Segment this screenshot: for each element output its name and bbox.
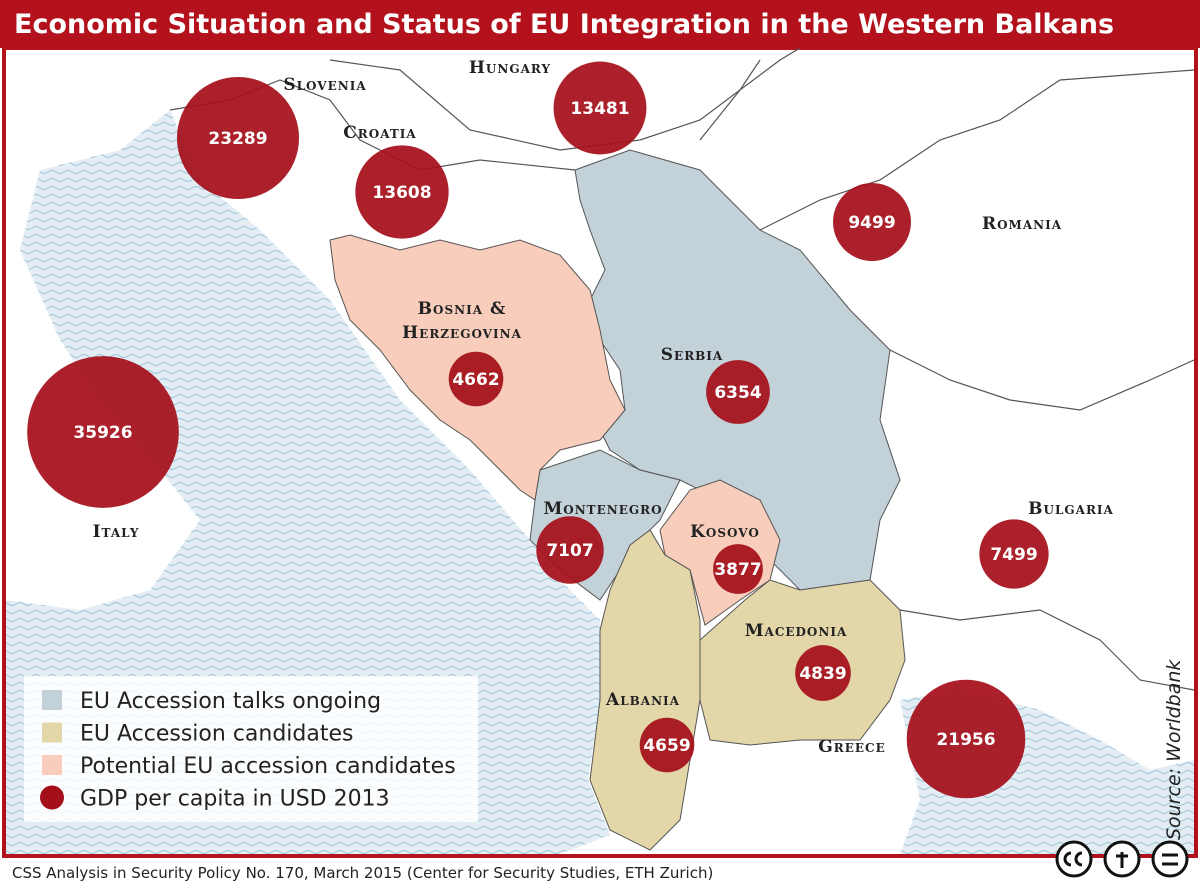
gdp-value: 7107 (546, 541, 593, 561)
title-bar (0, 0, 1200, 48)
adriatic-sea (6, 110, 610, 854)
gdp-value: 4662 (452, 370, 499, 390)
country-name-line: Serbia (661, 345, 723, 365)
country-name-line: Herzegovina (402, 323, 522, 343)
gdp-circle (906, 679, 1026, 799)
gdp-value: 4659 (643, 736, 690, 756)
gdp-circles: 23289 13481 13608 9499 4662 6354 35926 7107 3877… (27, 61, 1049, 799)
cc-icons (1055, 840, 1189, 878)
country-name-line: Romania (982, 214, 1062, 234)
legend: EU Accession talks ongoing EU Accession c… (24, 676, 478, 822)
country-name-line: Slovenia (283, 75, 366, 95)
country-name-line: Macedonia (745, 621, 848, 641)
legend-box (24, 676, 478, 822)
country-name: Albania (605, 690, 680, 710)
border (889, 349, 1195, 411)
legend-label: GDP per capita in USD 2013 (80, 787, 390, 812)
country-name: Greece (818, 737, 885, 757)
nd-mark (1162, 853, 1178, 866)
country-name: Romania (982, 214, 1062, 234)
legend-swatch (42, 755, 62, 775)
gdp-value: 35926 (73, 423, 132, 443)
gdp-circle (176, 76, 300, 200)
gdp-circle (27, 356, 179, 508)
gdp-value: 23289 (208, 129, 267, 149)
source: Source: Worldbank (1163, 659, 1185, 840)
country-name: Bosnia & Herzegovina (402, 299, 522, 343)
footer: CSS Analysis in Security Policy No. 170,… (12, 864, 713, 882)
by-mark (1116, 852, 1128, 868)
gdp-circle (713, 544, 763, 594)
country-name: Macedonia (745, 621, 848, 641)
border (899, 609, 1195, 691)
gdp-circle (833, 183, 911, 261)
gdp-circle (536, 516, 604, 584)
country-name-line: Hungary (469, 58, 551, 78)
gdp-value: 9499 (848, 213, 895, 233)
country-name-line: Albania (605, 690, 680, 710)
cc-mark (1063, 851, 1083, 867)
nd-icon (1151, 840, 1189, 878)
country-name-line: Greece (818, 737, 885, 757)
gdp-circle (448, 351, 504, 407)
country-name-line: Montenegro (543, 499, 662, 519)
gdp-value: 7499 (990, 545, 1037, 565)
border (699, 59, 761, 141)
legend-label: EU Accession candidates (80, 722, 354, 747)
border (759, 69, 1195, 231)
legend-swatch (40, 785, 64, 810)
country-name: Slovenia (283, 75, 366, 95)
gdp-circle (639, 717, 695, 773)
country-name-line: Kosovo (690, 522, 760, 542)
cc-icon (1055, 840, 1093, 878)
gdp-circle (355, 145, 449, 239)
gdp-circle (706, 360, 770, 424)
country-name-line: Bulgaria (1028, 499, 1114, 519)
countries: Slovenia Hungary Croatia Romania Bosnia & Her… (27, 58, 1114, 799)
country-name: Hungary (469, 58, 551, 78)
title: Economic Situation and Status of EU Inte… (14, 9, 1114, 40)
country-name-line: Bosnia & (418, 299, 507, 319)
gdp-value: 13481 (570, 99, 629, 119)
legend-label: EU Accession talks ongoing (80, 689, 381, 714)
country-name: Italy (93, 522, 140, 542)
country-name: Croatia (343, 123, 416, 143)
country-name: Serbia (661, 345, 723, 365)
gdp-circle (553, 61, 647, 155)
legend-swatch (42, 690, 62, 710)
gdp-circle (979, 519, 1049, 589)
legend-items: EU Accession talks ongoing EU Accession c… (40, 689, 456, 812)
country-name: Kosovo (690, 522, 760, 542)
country-labels: Slovenia Hungary Croatia Romania Bosnia & Her… (93, 58, 1114, 757)
country-name: Bulgaria (1028, 499, 1114, 519)
gdp-value: 3877 (714, 560, 761, 580)
gdp-value: 4839 (799, 664, 846, 684)
gdp-value: 13608 (372, 183, 431, 203)
gdp-value: 21956 (936, 730, 995, 750)
country-name-line: Croatia (343, 123, 416, 143)
legend-label: Potential EU accession candidates (80, 754, 456, 779)
legend-swatch (42, 722, 62, 743)
country-name: Montenegro (543, 499, 662, 519)
gdp-circle (795, 645, 851, 701)
country-name-line: Italy (93, 522, 140, 542)
gdp-value: 6354 (714, 383, 761, 403)
